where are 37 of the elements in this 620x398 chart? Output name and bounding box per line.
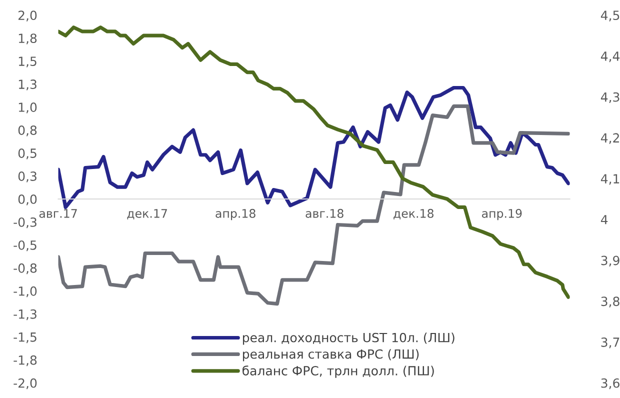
y2-tick-label: 3,6 bbox=[601, 378, 620, 390]
y-tick-label: -1,8 bbox=[14, 355, 37, 366]
y-tick-label: 0,5 bbox=[18, 148, 36, 160]
x-tick-label: авг.18 bbox=[306, 208, 344, 218]
y2-tick-label: 4,3 bbox=[600, 92, 620, 104]
y2-tick-label: 3,7 bbox=[601, 337, 620, 348]
y2-tick-label: 3,9 bbox=[601, 256, 620, 266]
y2-tick-label: 4 bbox=[600, 215, 608, 224]
y-tick-label: 1,0 bbox=[18, 102, 37, 114]
y-tick-label: 1,8 bbox=[18, 34, 37, 44]
x-tick-label: апр.18 bbox=[216, 208, 256, 220]
y-tick-label: 0,8 bbox=[18, 126, 37, 136]
y-tick-label: -0,5 bbox=[14, 240, 36, 252]
y-tick-label: -0,3 bbox=[14, 217, 36, 228]
y-tick-label: 1,3 bbox=[18, 80, 36, 90]
y-tick-label: -1,0 bbox=[14, 286, 37, 298]
y-tick-label: -2,0 bbox=[14, 378, 37, 390]
y2-tick-label: 4,5 bbox=[600, 10, 620, 22]
y-tick-label: 2,0 bbox=[18, 10, 37, 22]
y2-tick-label: 3,8 bbox=[601, 296, 620, 308]
x-tick-label: дек.17 bbox=[127, 209, 167, 220]
y-tick-label: -1,5 bbox=[14, 332, 36, 344]
x-tick-label: апр.19 bbox=[482, 208, 522, 220]
y-tick-label: 1,5 bbox=[18, 56, 36, 68]
line-series bbox=[58, 86, 570, 210]
legend-label: баланс ФРС, трлн долл. (ПШ) bbox=[242, 366, 434, 378]
x-tick-label: дек.18 bbox=[394, 208, 434, 220]
legend-label: реал. доходность UST 10л. (ЛШ) bbox=[242, 332, 454, 345]
y2-tick-label: 4,1 bbox=[600, 174, 620, 185]
x-tick-label: авг.17 bbox=[39, 209, 77, 218]
y-tick-label: 0,3 bbox=[18, 171, 36, 182]
y-tick-label: -1,3 bbox=[14, 309, 36, 320]
legend-label: реальная ставка ФРС (ЛШ) bbox=[242, 349, 419, 362]
y-tick-label: 0,0 bbox=[18, 194, 37, 206]
y2-tick-label: 4,4 bbox=[600, 52, 620, 62]
y-tick-label: -0,8 bbox=[14, 263, 37, 274]
y2-tick-label: 4,2 bbox=[600, 133, 619, 144]
